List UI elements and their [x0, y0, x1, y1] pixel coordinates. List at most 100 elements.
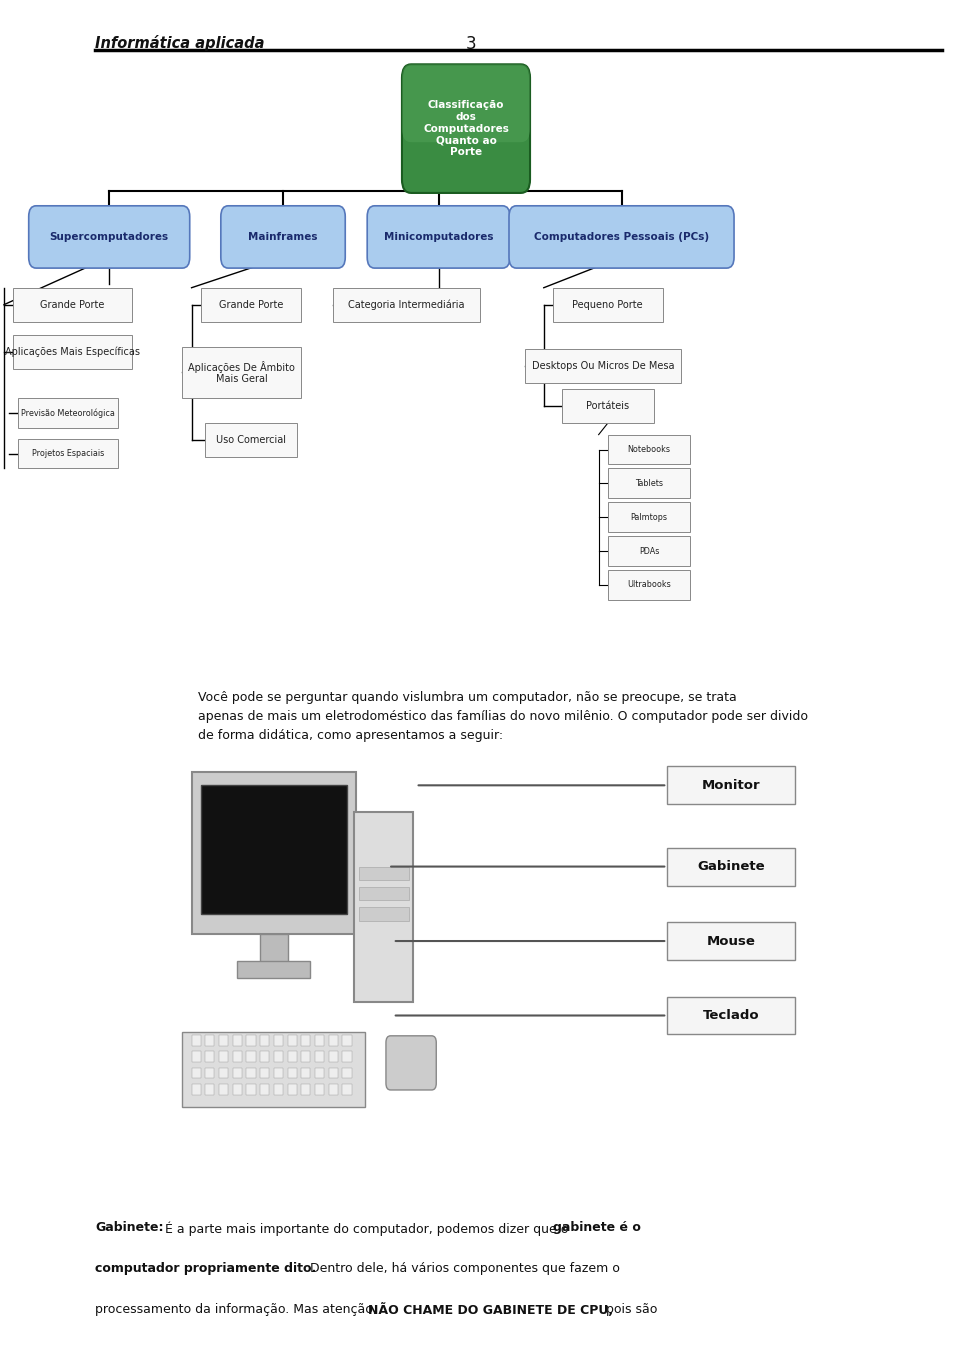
FancyBboxPatch shape [232, 1067, 242, 1078]
FancyBboxPatch shape [274, 1051, 283, 1062]
FancyBboxPatch shape [205, 422, 297, 456]
FancyBboxPatch shape [301, 1034, 310, 1045]
FancyBboxPatch shape [386, 1036, 436, 1090]
FancyBboxPatch shape [182, 1032, 366, 1108]
Text: Tablets: Tablets [635, 479, 663, 487]
FancyBboxPatch shape [509, 206, 734, 268]
FancyBboxPatch shape [205, 1067, 214, 1078]
Text: Classificação
dos
Computadores
Quanto ao
Porte: Classificação dos Computadores Quanto ao… [423, 100, 509, 157]
FancyBboxPatch shape [29, 206, 190, 268]
FancyBboxPatch shape [608, 570, 690, 600]
FancyBboxPatch shape [288, 1051, 297, 1062]
FancyBboxPatch shape [301, 1067, 310, 1078]
FancyBboxPatch shape [343, 1067, 351, 1078]
Text: Ultrabooks: Ultrabooks [627, 581, 671, 589]
Text: Categoria Intermediária: Categoria Intermediária [348, 299, 465, 310]
Text: É a parte mais importante do computador, podemos dizer que o: É a parte mais importante do computador,… [160, 1221, 572, 1236]
FancyBboxPatch shape [328, 1067, 338, 1078]
Text: Previsão Meteorológica: Previsão Meteorológica [21, 408, 115, 418]
FancyBboxPatch shape [354, 812, 414, 1002]
FancyBboxPatch shape [219, 1083, 228, 1094]
FancyBboxPatch shape [301, 1083, 310, 1094]
FancyBboxPatch shape [232, 1051, 242, 1062]
Text: Uso Comercial: Uso Comercial [216, 435, 286, 445]
Text: Pequeno Porte: Pequeno Porte [572, 299, 643, 310]
FancyBboxPatch shape [219, 1051, 228, 1062]
FancyBboxPatch shape [274, 1083, 283, 1094]
FancyBboxPatch shape [288, 1083, 297, 1094]
Text: Aplicações Mais Específicas: Aplicações Mais Específicas [5, 347, 140, 357]
Text: NÃO CHAME DO GABINETE DE CPU,: NÃO CHAME DO GABINETE DE CPU, [368, 1303, 613, 1316]
FancyBboxPatch shape [192, 772, 356, 934]
FancyBboxPatch shape [328, 1051, 338, 1062]
FancyBboxPatch shape [237, 961, 310, 978]
FancyBboxPatch shape [192, 1083, 201, 1094]
FancyBboxPatch shape [205, 1051, 214, 1062]
FancyBboxPatch shape [608, 468, 690, 498]
FancyBboxPatch shape [667, 848, 795, 886]
Text: Grande Porte: Grande Porte [219, 299, 283, 310]
FancyBboxPatch shape [247, 1083, 255, 1094]
Text: Mouse: Mouse [707, 934, 756, 948]
FancyBboxPatch shape [328, 1034, 338, 1045]
FancyBboxPatch shape [288, 1067, 297, 1078]
FancyBboxPatch shape [553, 287, 662, 321]
Text: Portáteis: Portáteis [587, 401, 630, 412]
FancyBboxPatch shape [192, 1034, 201, 1045]
FancyBboxPatch shape [260, 1083, 270, 1094]
FancyBboxPatch shape [608, 536, 690, 566]
Text: Desktops Ou Micros De Mesa: Desktops Ou Micros De Mesa [532, 360, 675, 371]
FancyBboxPatch shape [608, 502, 690, 532]
FancyBboxPatch shape [221, 206, 346, 268]
Text: Teclado: Teclado [703, 1009, 759, 1022]
FancyBboxPatch shape [315, 1083, 324, 1094]
FancyBboxPatch shape [358, 887, 409, 900]
FancyBboxPatch shape [274, 1034, 283, 1045]
Text: Gabinete:: Gabinete: [95, 1221, 164, 1235]
Text: Minicomputadores: Minicomputadores [384, 232, 493, 242]
FancyBboxPatch shape [525, 348, 681, 382]
Text: Palmtops: Palmtops [631, 513, 667, 521]
Text: Supercomputadores: Supercomputadores [50, 232, 169, 242]
FancyBboxPatch shape [192, 1051, 201, 1062]
Text: Computadores Pessoais (PCs): Computadores Pessoais (PCs) [534, 232, 709, 242]
FancyBboxPatch shape [260, 934, 288, 968]
FancyBboxPatch shape [182, 347, 301, 398]
FancyBboxPatch shape [17, 439, 118, 468]
FancyBboxPatch shape [13, 334, 132, 368]
FancyBboxPatch shape [205, 1083, 214, 1094]
Text: PDAs: PDAs [638, 547, 660, 555]
FancyBboxPatch shape [608, 435, 690, 464]
Text: Projetos Espaciais: Projetos Espaciais [32, 450, 105, 458]
Text: Dentro dele, há vários componentes que fazem o: Dentro dele, há vários componentes que f… [306, 1262, 620, 1275]
FancyBboxPatch shape [301, 1051, 310, 1062]
FancyBboxPatch shape [247, 1034, 255, 1045]
FancyBboxPatch shape [367, 206, 510, 268]
FancyBboxPatch shape [260, 1067, 270, 1078]
FancyBboxPatch shape [219, 1067, 228, 1078]
FancyBboxPatch shape [328, 1083, 338, 1094]
FancyBboxPatch shape [358, 907, 409, 921]
FancyBboxPatch shape [333, 287, 480, 321]
FancyBboxPatch shape [205, 1034, 214, 1045]
Text: Você pode se perguntar quando vislumbra um computador, não se preocupe, se trata: Você pode se perguntar quando vislumbra … [198, 691, 807, 742]
Text: Grande Porte: Grande Porte [40, 299, 105, 310]
FancyBboxPatch shape [288, 1034, 297, 1045]
FancyBboxPatch shape [247, 1067, 255, 1078]
FancyBboxPatch shape [260, 1034, 270, 1045]
FancyBboxPatch shape [343, 1034, 351, 1045]
Text: gabinete é o: gabinete é o [553, 1221, 640, 1235]
FancyBboxPatch shape [274, 1067, 283, 1078]
FancyBboxPatch shape [562, 390, 654, 422]
Text: Monitor: Monitor [702, 779, 760, 792]
Text: 3: 3 [466, 35, 476, 53]
FancyBboxPatch shape [201, 785, 348, 914]
FancyBboxPatch shape [315, 1034, 324, 1045]
Text: Notebooks: Notebooks [628, 445, 670, 454]
Text: Informática aplicada: Informática aplicada [95, 35, 265, 51]
Text: computador propriamente dito.: computador propriamente dito. [95, 1262, 317, 1275]
FancyBboxPatch shape [232, 1083, 242, 1094]
FancyBboxPatch shape [667, 922, 795, 960]
FancyBboxPatch shape [201, 287, 301, 321]
FancyBboxPatch shape [667, 766, 795, 804]
